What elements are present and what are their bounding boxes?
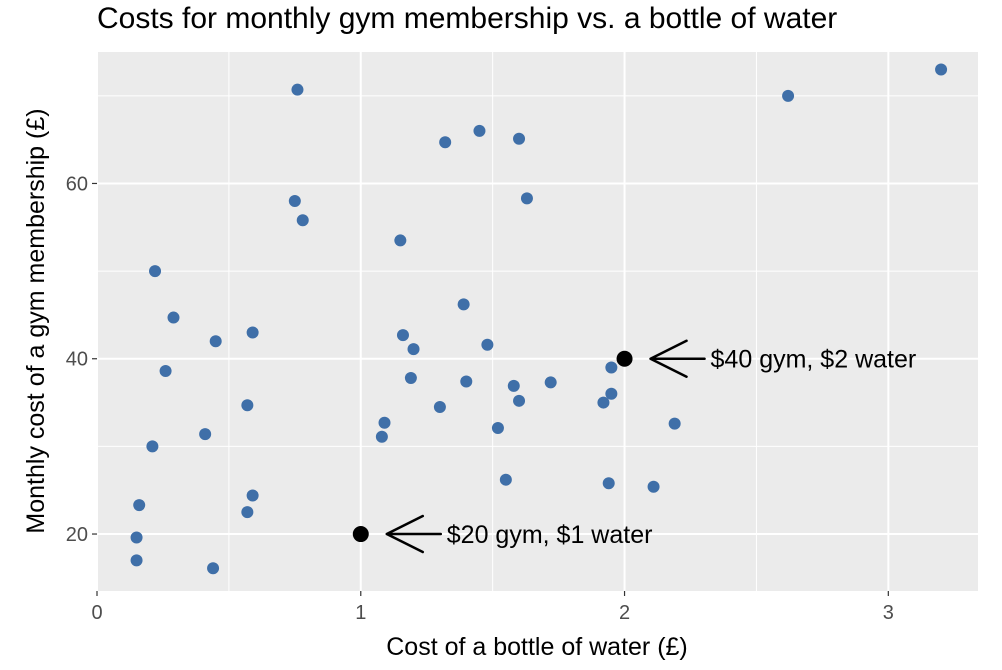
data-point bbox=[782, 89, 795, 102]
annotation-label: $20 gym, $1 water bbox=[447, 521, 653, 549]
data-point bbox=[439, 136, 452, 149]
data-point bbox=[473, 124, 486, 137]
data-point bbox=[146, 440, 159, 453]
data-points bbox=[130, 63, 948, 575]
y-tick-label: 40 bbox=[66, 349, 88, 371]
major-gridlines bbox=[96, 52, 978, 591]
chart-title: Costs for monthly gym membership vs. a b… bbox=[97, 2, 837, 35]
data-point bbox=[407, 343, 420, 356]
data-point bbox=[605, 361, 618, 374]
data-point bbox=[133, 499, 146, 512]
y-axis-label: Monthly cost of a gym membership (£) bbox=[22, 108, 50, 533]
y-tick-label: 60 bbox=[66, 173, 88, 195]
y-axis-ticks: 20 40 60 bbox=[66, 173, 97, 546]
data-point bbox=[241, 506, 254, 519]
data-point bbox=[513, 132, 526, 145]
data-point bbox=[291, 83, 304, 96]
highlight-point bbox=[352, 526, 369, 543]
data-point bbox=[668, 417, 681, 430]
data-point bbox=[288, 194, 301, 207]
annotation-arrow bbox=[649, 339, 706, 378]
minor-gridlines bbox=[97, 52, 978, 591]
data-point bbox=[149, 265, 162, 278]
y-tick-label: 20 bbox=[66, 524, 88, 546]
data-point bbox=[167, 311, 180, 324]
data-point bbox=[404, 372, 417, 385]
data-point bbox=[597, 396, 610, 409]
data-point bbox=[491, 421, 504, 434]
data-point bbox=[647, 480, 660, 493]
data-point bbox=[513, 394, 526, 407]
data-point bbox=[544, 376, 557, 389]
data-point bbox=[394, 234, 407, 247]
data-point bbox=[130, 554, 143, 567]
data-point bbox=[378, 416, 391, 429]
x-tick-label: 3 bbox=[883, 602, 894, 624]
data-point bbox=[246, 489, 259, 502]
x-axis-label: Cost of a bottle of water (£) bbox=[386, 633, 688, 661]
data-point bbox=[457, 298, 470, 311]
data-point bbox=[396, 329, 409, 342]
data-point bbox=[296, 214, 309, 227]
data-point bbox=[460, 375, 473, 388]
data-point bbox=[507, 379, 520, 392]
data-point bbox=[481, 338, 494, 351]
annotation-arrow bbox=[385, 514, 443, 554]
data-point bbox=[935, 63, 948, 76]
data-point bbox=[130, 531, 143, 544]
data-point bbox=[602, 477, 615, 490]
plot-panel bbox=[97, 52, 978, 591]
data-point bbox=[246, 326, 259, 339]
data-point bbox=[375, 430, 388, 443]
data-point bbox=[605, 387, 618, 400]
highlight-point bbox=[616, 350, 633, 367]
data-point bbox=[207, 562, 220, 575]
data-point bbox=[159, 365, 172, 378]
highlight-points: $20 gym, $1 water $40 gym, $2 water bbox=[352, 339, 917, 554]
data-point bbox=[499, 473, 512, 486]
data-point bbox=[199, 428, 212, 441]
data-point bbox=[209, 335, 222, 348]
data-point bbox=[433, 400, 446, 413]
data-point bbox=[520, 192, 533, 205]
annotation-label: $40 gym, $2 water bbox=[711, 346, 917, 374]
x-tick-label: 2 bbox=[619, 602, 630, 624]
data-point bbox=[241, 399, 254, 412]
x-axis-ticks: 0 1 2 3 bbox=[91, 591, 894, 624]
x-tick-label: 0 bbox=[91, 602, 102, 624]
x-tick-label: 1 bbox=[355, 602, 366, 624]
